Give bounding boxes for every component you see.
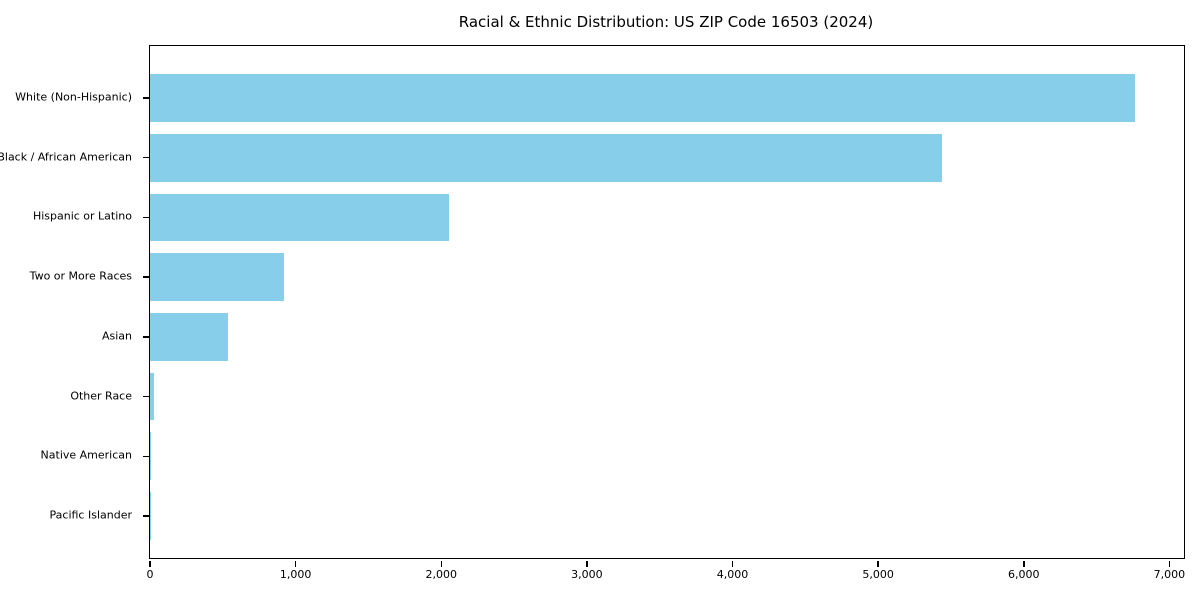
y-label-two-or-more-races: Two or More Races [29, 269, 132, 283]
y-tick-pacific-islander [142, 515, 149, 517]
y-tick-other-race [142, 395, 149, 398]
x-tick-label-5000: 5,000 [862, 568, 894, 581]
bar-native-american [150, 432, 152, 481]
y-label-asian: Asian [101, 329, 132, 343]
y-tick-two-or-more-races [142, 276, 149, 278]
x-tick-7000 [1168, 561, 1171, 567]
x-tick-label-1000: 1,000 [279, 568, 312, 581]
y-tick-white-non-hispanic [142, 97, 149, 99]
bar-other-race [150, 372, 154, 421]
x-tick-label-6000: 6,000 [1008, 568, 1040, 581]
y-label-native-american: Native American [40, 448, 132, 462]
y-tick-black-african-american [142, 156, 149, 159]
x-tick-3000 [586, 561, 588, 567]
x-tick-label-2000: 2,000 [425, 568, 458, 581]
x-tick-6000 [1023, 561, 1025, 567]
plot-area: 0 1,000 2,000 3,000 4,000 5,000 6,000 7,000 [142, 45, 1185, 581]
y-axis-labels: White (Non-Hispanic) Black / African Amer… [0, 45, 140, 557]
x-tick-4000 [731, 561, 734, 567]
x-tick-label-3000: 3,000 [571, 568, 603, 581]
y-tick-native-american [142, 455, 149, 458]
x-tick-5000 [877, 561, 879, 567]
y-label-other-race: Other Race [70, 389, 132, 403]
bar-asian [150, 312, 228, 361]
chart-title: Racial & Ethnic Distribution: US ZIP Cod… [458, 13, 874, 31]
y-label-black-african-american: Black / African American [0, 150, 132, 164]
y-label-hispanic-or-latino: Hispanic or Latino [32, 209, 132, 223]
x-tick-0 [149, 561, 151, 567]
x-tick-2000 [440, 561, 443, 567]
x-tick-1000 [294, 561, 297, 567]
x-tick-label-7000: 7,000 [1153, 568, 1186, 581]
y-tick-asian [142, 336, 149, 338]
x-tick-label-4000: 4,000 [716, 568, 749, 581]
y-tick-hispanic-or-latino [142, 216, 149, 219]
x-tick-label-0: 0 [146, 568, 154, 581]
y-label-white-non-hispanic: White (Non-Hispanic) [15, 90, 132, 104]
bar-white-non-hispanic [150, 74, 1136, 122]
y-label-pacific-islander: Pacific Islander [49, 508, 132, 522]
bar-hispanic-or-latino [150, 193, 449, 242]
bar-two-or-more-races [150, 253, 284, 302]
bar-black-african-american [150, 133, 943, 182]
